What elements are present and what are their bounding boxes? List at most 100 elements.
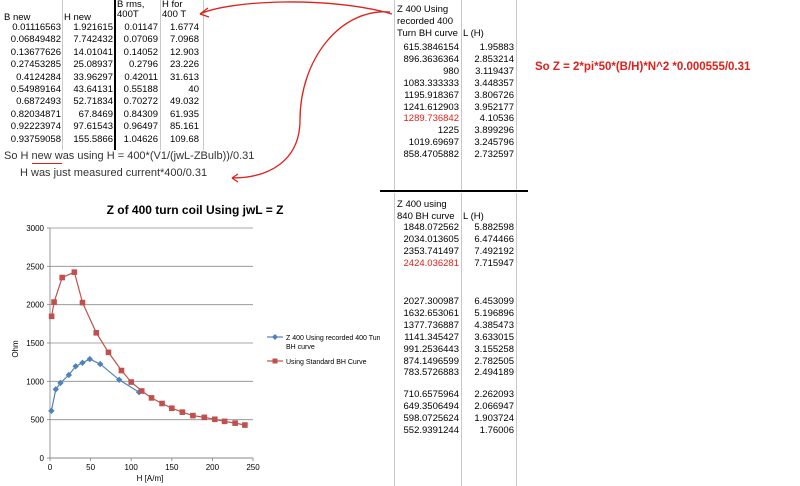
data-point-square <box>118 367 125 374</box>
rt-top-z-cell: 1019.69697 <box>408 137 459 149</box>
rt-top-z-cell: 615.3846154 <box>403 42 459 53</box>
rt-bottom-z-cell: 2353.741497 <box>403 245 459 257</box>
legend-marker <box>272 358 278 364</box>
data-point-square <box>51 299 57 305</box>
rt-bottom-l-cell: 1.903724 <box>474 412 514 424</box>
left-table-cell: 33.96297 <box>73 71 113 83</box>
left-table-cell: 0.84309 <box>123 108 158 120</box>
rt-top-z-cell: 980 <box>443 65 459 77</box>
rt-top-l-cell: 3.899296 <box>474 125 514 137</box>
left-table-cell: 0.92223974 <box>10 121 61 133</box>
rt-top-header-z: recorded 400 <box>397 16 453 27</box>
rt-bottom-z-cell: 1141.345427 <box>404 331 459 343</box>
left-table-cell: 0.6872493 <box>16 96 61 108</box>
rt-top-header-z: Z 400 Using <box>397 4 449 15</box>
data-point-diamond <box>86 355 93 363</box>
left-table-cell: 40 <box>188 84 199 95</box>
y-tick-label: 0 <box>40 454 45 463</box>
y-tick-label: 1000 <box>26 377 44 386</box>
y-axis-label: Ohm <box>11 340 20 358</box>
legend-label-2: Using Standard BH Curve <box>286 359 367 366</box>
rt-top-z-cell: 858.4705882 <box>403 149 459 161</box>
left-table-cell: 14.01041 <box>73 46 113 58</box>
left-table-cell: 0.96497 <box>123 121 158 133</box>
h-new-note: So H new was using H = 400*(V1/(jwL-ZBul… <box>4 150 255 162</box>
h-new-underline <box>32 163 62 164</box>
y-tick-label: 2000 <box>26 301 44 310</box>
data-point-diamond <box>115 376 123 383</box>
data-point-diamond <box>48 407 55 415</box>
rt-bottom-l-cell: 7.715947 <box>474 257 514 269</box>
data-point-square <box>48 313 55 320</box>
rt-bottom-l-cell: 5.882598 <box>474 222 514 233</box>
data-point-square <box>232 420 238 426</box>
rt-bottom-z-cell: 2424.036281 <box>403 257 459 269</box>
left-table-cell: 0.82034871 <box>10 108 61 120</box>
rt-bottom-z-cell: 1632.653061 <box>403 307 459 319</box>
left-table-cell: 61.935 <box>169 108 199 120</box>
rt-top-z-cell: 896.3636364 <box>403 53 459 65</box>
left-header-h-new: H new <box>64 12 91 23</box>
rt-bottom-z-cell: 649.3506494 <box>403 400 459 412</box>
left-header-b-rms: B rms, 400T <box>117 0 145 20</box>
data-point-square <box>148 395 155 401</box>
data-point-square <box>105 349 112 356</box>
rt-top-l-cell: 3.952177 <box>474 101 514 113</box>
rt-bottom-l-cell: 3.155258 <box>474 343 514 355</box>
left-table-cell: 0.07069 <box>123 34 158 46</box>
legend-label-1: Z 400 Using recorded 400 Turn BH curve <box>286 335 380 351</box>
rt-top-l-cell: 3.448357 <box>474 77 514 89</box>
y-tick-label: 2500 <box>26 262 44 271</box>
chart-title: Z of 400 turn coil Using jwL = Z <box>107 203 284 217</box>
left-table-cell: 12.903 <box>169 46 199 58</box>
rt-bottom-z-cell: 2027.300987 <box>403 296 459 307</box>
left-table-cell: 43.64131 <box>73 84 113 95</box>
rt-top-z-cell: 1195.918367 <box>404 89 459 101</box>
rt-bottom-z-cell: 710.6575964 <box>403 389 459 400</box>
rt-bottom-header-z: 840 BH curve <box>397 211 455 222</box>
left-table-cell: 7.0968 <box>169 34 199 46</box>
left-table-cell: 0.93759058 <box>10 133 61 145</box>
left-table-cell: 85.161 <box>169 121 199 133</box>
left-table-cell: 49.032 <box>169 96 199 108</box>
x-axis-label: H [A/m] <box>137 474 164 483</box>
rt-top-header-l: L (H) <box>463 28 484 39</box>
left-table-cell: 25.08937 <box>73 59 113 71</box>
data-point-square <box>212 416 218 423</box>
table-separator <box>380 190 528 192</box>
left-table-cell: 52.71834 <box>73 96 113 108</box>
left-table-cell: 0.01116563 <box>12 22 61 33</box>
data-point-square <box>59 274 65 281</box>
rt-top-l-cell: 3.245796 <box>474 137 514 149</box>
data-point-square <box>169 405 175 412</box>
left-table-cell: 1.04626 <box>123 133 158 145</box>
rt-bottom-header-z: Z 400 using <box>397 199 447 210</box>
x-tick-label: 100 <box>125 463 139 472</box>
left-table-cell: 1.921615 <box>73 22 113 33</box>
left-table-cell: 0.13677626 <box>10 46 61 58</box>
rt-top-l-cell: 1.95883 <box>479 42 514 53</box>
rt-top-z-cell: 1225 <box>437 125 459 137</box>
left-header-h-for: H for 400 T <box>162 0 187 20</box>
left-table-cell: 1.6774 <box>169 22 199 33</box>
rt-bottom-z-cell: 2034.013605 <box>403 233 459 245</box>
rt-bottom-l-cell: 6.474466 <box>474 233 514 245</box>
data-point-square <box>179 409 186 415</box>
rt-top-z-cell: 1241.612903 <box>403 101 459 113</box>
rt-bottom-z-cell: 991.2536443 <box>403 343 459 355</box>
left-table-cell: 0.27453285 <box>10 59 61 71</box>
rt-bottom-z-cell: 552.9391244 <box>403 424 459 436</box>
x-tick-label: 250 <box>246 463 260 472</box>
data-point-square <box>221 418 228 425</box>
rt-bottom-header-l: L (H) <box>463 211 484 222</box>
left-table-cell: 0.54989164 <box>10 84 61 95</box>
rt-top-l-cell: 4.10536 <box>479 113 514 125</box>
series-line-2 <box>51 271 246 426</box>
rt-top-z-cell: 1289.736842 <box>403 113 459 125</box>
rt-bottom-z-cell: 1848.072562 <box>403 222 459 233</box>
rt-top-l-cell: 2.853214 <box>474 53 514 65</box>
rt-bottom-l-cell: 2.782505 <box>474 355 514 367</box>
impedance-formula: So Z = 2*pi*50*(B/H)*N^2 *0.000555/0.31 <box>535 61 751 73</box>
x-tick-label: 150 <box>165 463 179 472</box>
data-point-square <box>79 299 86 306</box>
